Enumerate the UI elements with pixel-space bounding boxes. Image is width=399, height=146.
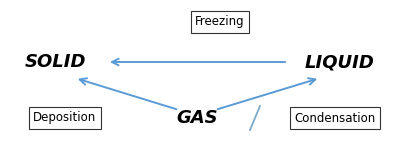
Text: LIQUID: LIQUID	[305, 53, 375, 71]
Text: SOLID: SOLID	[24, 53, 86, 71]
Text: Freezing: Freezing	[195, 15, 245, 28]
Text: GAS: GAS	[176, 109, 218, 127]
Text: Deposition: Deposition	[34, 112, 97, 125]
Text: Condensation: Condensation	[294, 112, 375, 125]
